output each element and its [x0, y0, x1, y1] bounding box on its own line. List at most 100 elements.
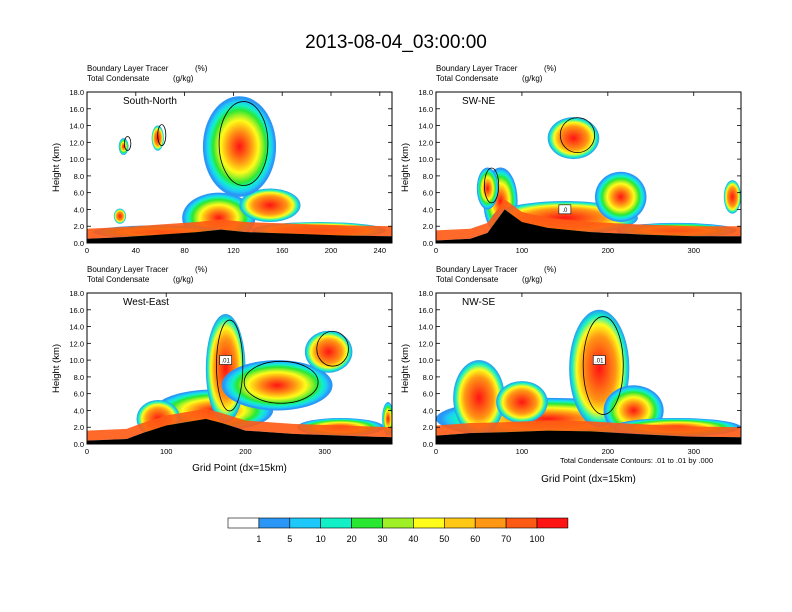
y-tick-label: 2.0 — [74, 222, 84, 231]
colorbar-swatch — [320, 517, 352, 529]
panel-subtitle-2-unit: (g/kg) — [522, 275, 543, 284]
colorbar-label: 50 — [439, 534, 449, 544]
panel-subtitle-1-unit: (%) — [195, 64, 208, 73]
y-tick-label: 12.0 — [69, 138, 84, 147]
boundary-layer-band — [436, 420, 741, 438]
y-tick-label: 16.0 — [418, 105, 433, 114]
y-tick-label: 16.0 — [69, 105, 84, 114]
y-tick-label: 2.0 — [423, 222, 433, 231]
colorbar-label: 30 — [377, 534, 387, 544]
panels-group: 0.02.04.06.08.010.012.014.016.018.00 40 80… — [51, 64, 742, 485]
contour-note: Total Condensate Contours: .01 to .01 by… — [560, 456, 714, 465]
colorbar-swatch — [227, 517, 260, 529]
y-tick-label: 14.0 — [69, 122, 84, 131]
y-tick-label: 6.0 — [423, 189, 433, 198]
field — [436, 117, 741, 243]
tracer-blob — [304, 330, 353, 373]
colorbar-swatch — [289, 517, 321, 529]
y-tick-label: 18.0 — [418, 88, 433, 97]
x-tick-label: 100 — [516, 447, 529, 456]
condensate-contour — [216, 319, 244, 412]
panel-label: SW-NE — [462, 96, 495, 107]
tracer-blob — [202, 96, 277, 197]
location-marker — [235, 234, 242, 242]
contour-label: .01 — [595, 359, 604, 365]
y-tick-label: 8.0 — [74, 172, 84, 181]
boundary-layer-band — [87, 219, 392, 239]
tracer-blob — [221, 360, 333, 411]
tracer-blob — [453, 360, 505, 436]
x-axis-label: Grid Point (dx=15km) — [541, 474, 636, 485]
plot-frame — [86, 91, 393, 244]
x-tick-label: 200 — [602, 246, 615, 255]
y-tick-label: 0.0 — [423, 440, 433, 449]
x-tick-label: 0 — [434, 447, 438, 456]
tracer-blob — [496, 381, 548, 424]
condensate-contour — [483, 167, 500, 204]
tracer-blob — [113, 208, 127, 224]
panel-subtitle-2-unit: (g/kg) — [173, 74, 194, 83]
panel-subtitle-1: Boundary Layer Tracer — [436, 265, 518, 274]
colorbar-label: 60 — [470, 534, 480, 544]
tracer-blob — [547, 117, 600, 160]
y-tick-label: 0.0 — [423, 239, 433, 248]
x-tick-label: 80 — [180, 246, 188, 255]
y-tick-label: 12.0 — [418, 339, 433, 348]
colorbar-swatch — [536, 517, 569, 529]
condensate-contour — [157, 124, 167, 147]
x-tick-label: 0 — [85, 447, 89, 456]
terrain — [87, 418, 392, 444]
plot-frame — [435, 292, 742, 445]
y-tick-label: 8.0 — [423, 172, 433, 181]
y-tick-label: 8.0 — [74, 373, 84, 382]
panel-label: NW-SE — [462, 297, 495, 308]
y-axis-label: Height (km) — [51, 344, 62, 393]
y-tick-label: 0.0 — [74, 239, 84, 248]
tracer-blob — [118, 138, 129, 155]
field — [87, 313, 392, 444]
x-tick-label: 40 — [132, 246, 140, 255]
x-tick-label: 200 — [325, 246, 338, 255]
colorbar-label: 10 — [316, 534, 326, 544]
y-axis-label: Height (km) — [400, 344, 411, 393]
y-tick-label: 6.0 — [74, 390, 84, 399]
y-tick-label: 6.0 — [74, 189, 84, 198]
terrain — [436, 209, 741, 243]
contour-label-box — [558, 204, 572, 215]
boundary-layer-band — [436, 199, 741, 241]
panel-subtitle-2-unit: (g/kg) — [522, 74, 543, 83]
location-marker — [587, 234, 594, 242]
panel-subtitle-2-unit: (g/kg) — [173, 275, 194, 284]
x-tick-label: 100 — [160, 447, 173, 456]
colorbar-swatch — [505, 517, 538, 529]
x-tick-label: 300 — [318, 447, 331, 456]
contour-label: .01 — [221, 359, 230, 365]
condensate-contour — [218, 101, 269, 186]
colorbar-swatch — [258, 517, 291, 529]
panel-south-north: 0.0 2.0 4.0 6.0 8.0 10.0 12.0 14.0 16.0 18.0 0 40 80… — [51, 64, 393, 255]
y-tick-label: 0.0 — [74, 440, 84, 449]
x-tick-label: 200 — [602, 447, 615, 456]
y-tick-label: 12.0 — [418, 138, 433, 147]
y-tick-label: 16.0 — [69, 306, 84, 315]
panel-subtitle-1: Boundary Layer Tracer — [436, 64, 518, 73]
colorbar-swatch — [351, 517, 383, 529]
panel-west-east: .01 0.0 2.0 4.0 6.0 8.0 10.0 12.0 14.0 16.0 18.0 0 1… — [51, 265, 393, 474]
y-axis-label: Height (km) — [51, 143, 62, 192]
figure-title: 2013-08-04_03:00:00 — [305, 32, 487, 53]
panel-subtitle-2: Total Condensate — [436, 275, 499, 284]
panel-subtitle-2: Total Condensate — [87, 275, 150, 284]
panel-label: West-East — [123, 297, 169, 308]
colorbar-label: 100 — [529, 534, 544, 544]
y-tick-label: 16.0 — [418, 306, 433, 315]
colorbar: 1 5 10 20 30 40 50 60 70 100 — [227, 517, 569, 544]
x-tick-label: 300 — [687, 246, 700, 255]
tracer-blob — [594, 171, 647, 223]
y-tick-label: 14.0 — [418, 122, 433, 131]
colorbar-label: 5 — [287, 534, 292, 544]
colorbar-label: 1 — [256, 534, 261, 544]
y-tick-label: 10.0 — [69, 356, 84, 365]
location-marker — [226, 435, 233, 443]
colorbar-swatch — [443, 517, 476, 529]
